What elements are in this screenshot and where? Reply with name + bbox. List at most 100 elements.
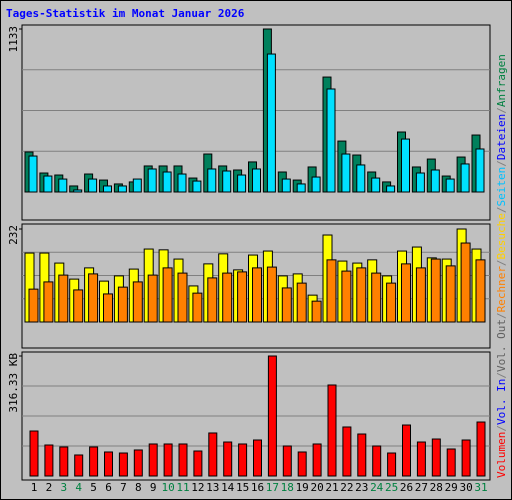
bar [475,148,485,193]
bar [238,443,248,477]
bar [178,443,188,477]
bar [207,168,217,193]
bar [297,451,307,477]
x-tick-label: 22 [340,481,353,494]
bar [357,433,367,477]
x-tick-label: 19 [296,481,309,494]
x-tick-label: 20 [310,481,323,494]
bar [223,441,233,477]
bar [253,439,262,477]
x-tick-label: 25 [385,481,398,494]
bar [132,281,143,323]
chart-title: Tages-Statistik im Monat Januar 2026 [6,7,245,20]
bar [415,172,425,193]
bar [341,270,352,323]
bar [74,454,84,477]
bar [311,176,321,193]
x-tick-label: 27 [415,481,428,494]
x-tick-label: 5 [90,481,97,494]
bar [341,153,351,193]
bar [356,267,367,323]
bar [133,449,143,477]
bar [103,293,113,323]
x-tick-label: 6 [105,481,112,494]
bar [118,452,128,477]
y-tick-label: 1133 [7,26,20,53]
x-tick-label: 7 [120,481,127,494]
bar [89,446,99,477]
bar [401,138,410,193]
bar [430,169,440,193]
legend-entry: Rechner [495,266,508,313]
bar [88,178,98,193]
legend-separator: / [495,425,508,432]
bar [296,183,306,193]
bar [237,174,247,193]
bar [372,445,382,477]
x-tick-label: 14 [221,481,235,494]
bar [28,155,38,193]
bar [415,267,426,323]
bar [43,281,54,323]
bar [312,443,322,477]
x-tick-label: 1 [31,481,38,494]
legend-separator: / [495,206,508,213]
y-tick-label: 232 [7,225,20,245]
x-tick-label: 12 [191,481,204,494]
bar [192,292,203,323]
bar [103,185,112,193]
bar [252,168,261,193]
bar [475,259,486,323]
bar [266,266,277,323]
bar [311,300,322,323]
x-tick-label: 15 [236,481,249,494]
bar [222,272,233,323]
legend-entry: Volumen [495,432,508,478]
x-tick-label: 18 [281,481,294,494]
legend-entry: Besuche [495,213,508,259]
x-tick-label: 24 [370,481,384,494]
bar [117,185,127,193]
bar [193,450,203,477]
bar [29,430,39,477]
bar [326,259,337,323]
legend-entry: Vol. Out [495,319,508,372]
legend-separator: / [495,259,508,266]
bar [371,272,382,323]
x-tick-label: 29 [445,481,458,494]
bar [430,258,441,323]
bar [281,287,292,323]
bar [43,175,53,193]
bar [117,286,128,323]
bar [356,164,366,193]
bar [342,426,352,477]
bar [147,168,157,193]
bar [371,177,381,193]
bar [460,242,471,323]
bar [445,265,456,323]
bar [132,178,142,193]
bar [147,274,158,323]
bar [148,443,158,477]
bar [104,451,113,477]
bar [237,271,248,323]
bar [28,288,39,323]
bar [207,277,218,323]
bar [327,384,337,477]
bar [163,443,173,477]
x-tick-label: 17 [266,481,279,494]
bar [88,273,99,323]
bar [281,178,291,193]
x-tick-label: 30 [459,481,472,494]
bar [266,53,276,193]
bar [460,163,470,193]
bar [386,185,396,193]
x-tick-label: 13 [206,481,219,494]
x-tick-label: 31 [474,481,487,494]
bar [326,88,336,193]
bar [446,448,456,477]
legend-separator: / [495,160,508,167]
legend-entry: Seiten [495,167,508,207]
bar [431,438,441,477]
bar [177,272,188,323]
